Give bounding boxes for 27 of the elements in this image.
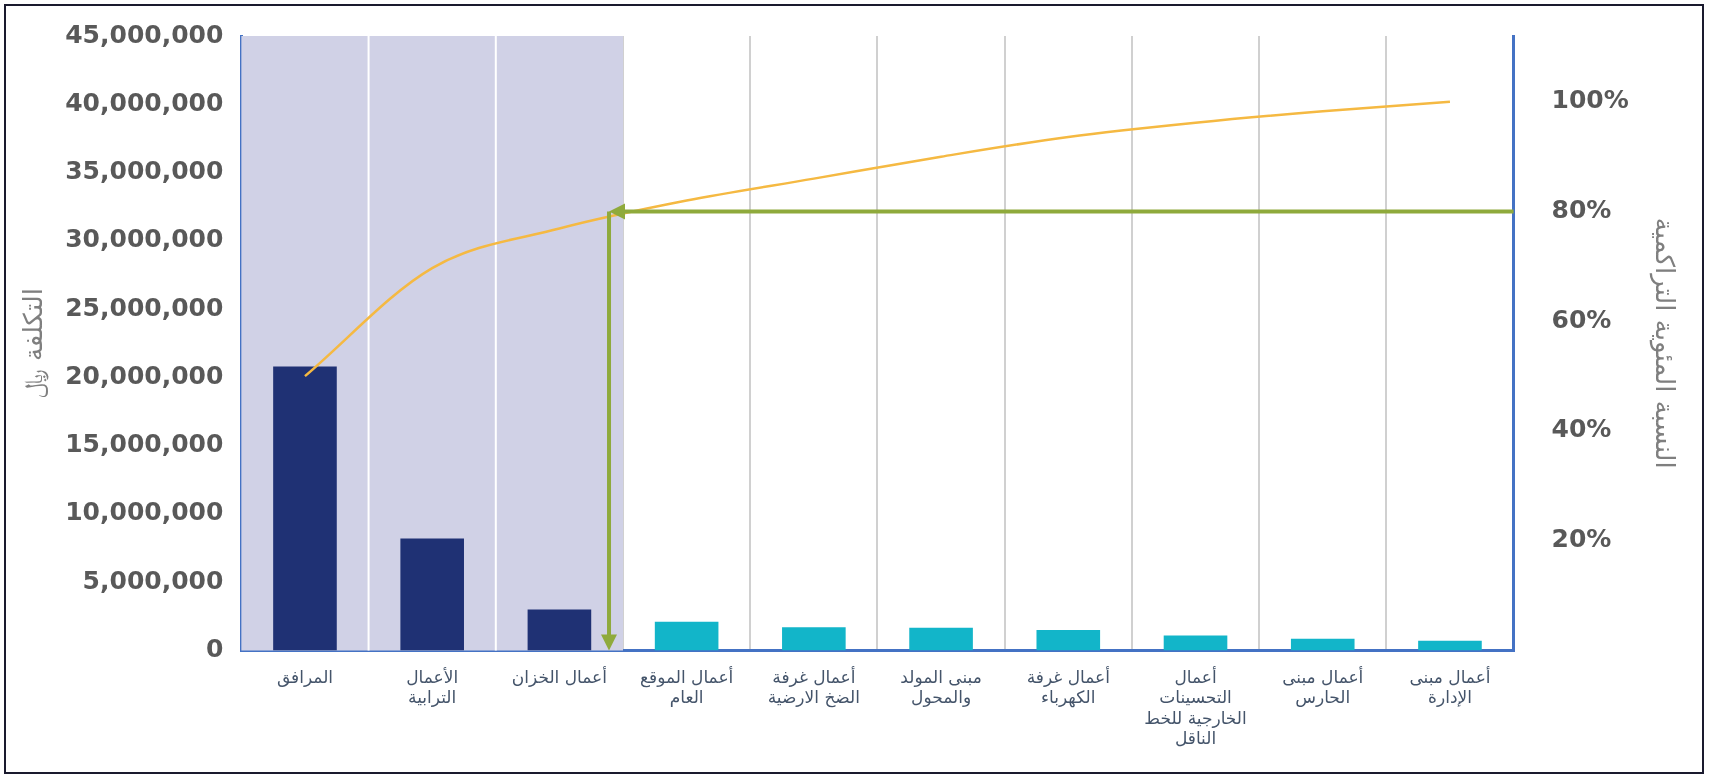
y-tick-label: 40,000,000 bbox=[65, 87, 224, 117]
y2-tick-label: 20% bbox=[1551, 524, 1612, 554]
x-tick-label: أعمال مبنى الإدارة bbox=[1409, 666, 1491, 708]
x-tick-label: أعمال الخزان bbox=[511, 666, 607, 688]
y-tick-label: 15,000,000 bbox=[65, 429, 224, 459]
y-tick-label: 0 bbox=[205, 633, 224, 663]
y2-tick-label: 60% bbox=[1551, 304, 1612, 334]
y2-axis-title: النسبة المئوية التراكمية bbox=[1648, 217, 1680, 469]
y2-tick-label: 100% bbox=[1551, 85, 1629, 115]
y-tick-label: 25,000,000 bbox=[65, 292, 224, 322]
y2-tick-label: 80% bbox=[1551, 195, 1612, 225]
y-tick-label: 35,000,000 bbox=[65, 156, 224, 186]
x-tick-label: أعمال غرفة الكهرباء bbox=[1026, 666, 1110, 709]
y-tick-label: 45,000,000 bbox=[65, 19, 224, 49]
y2-tick-label: 40% bbox=[1551, 414, 1612, 444]
y-tick-label: 5,000,000 bbox=[82, 565, 224, 595]
x-tick-label: الأعمال الترابية bbox=[406, 667, 459, 708]
x-tick-label: أعمال غرفة الضخ الارضية bbox=[767, 666, 861, 709]
x-tick-label: أعمال التحسينات الخارجية للخط الناقل bbox=[1144, 666, 1247, 749]
y-tick-label: 30,000,000 bbox=[65, 224, 224, 254]
y-tick-label: 20,000,000 bbox=[65, 360, 224, 390]
x-tick-label: أعمال مبنى الحارس bbox=[1282, 666, 1364, 708]
x-tick-label: مبنى المولد والمحول bbox=[900, 667, 982, 708]
x-tick-label: المرافق bbox=[276, 667, 334, 688]
x-tick-label: أعمال الموقع العام bbox=[639, 666, 734, 708]
y-axis-title: التكلفة ﷼ bbox=[18, 288, 50, 399]
y-tick-label: 10,000,000 bbox=[65, 497, 224, 527]
